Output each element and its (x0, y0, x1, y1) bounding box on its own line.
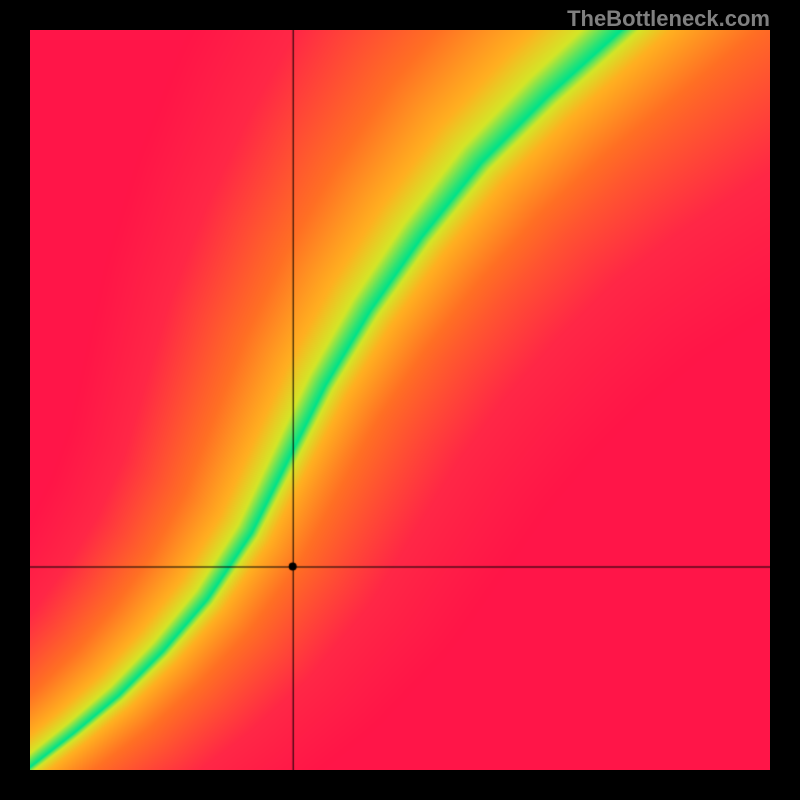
watermark-text: TheBottleneck.com (567, 6, 770, 32)
heatmap-plot (30, 30, 770, 770)
heatmap-canvas (30, 30, 770, 770)
